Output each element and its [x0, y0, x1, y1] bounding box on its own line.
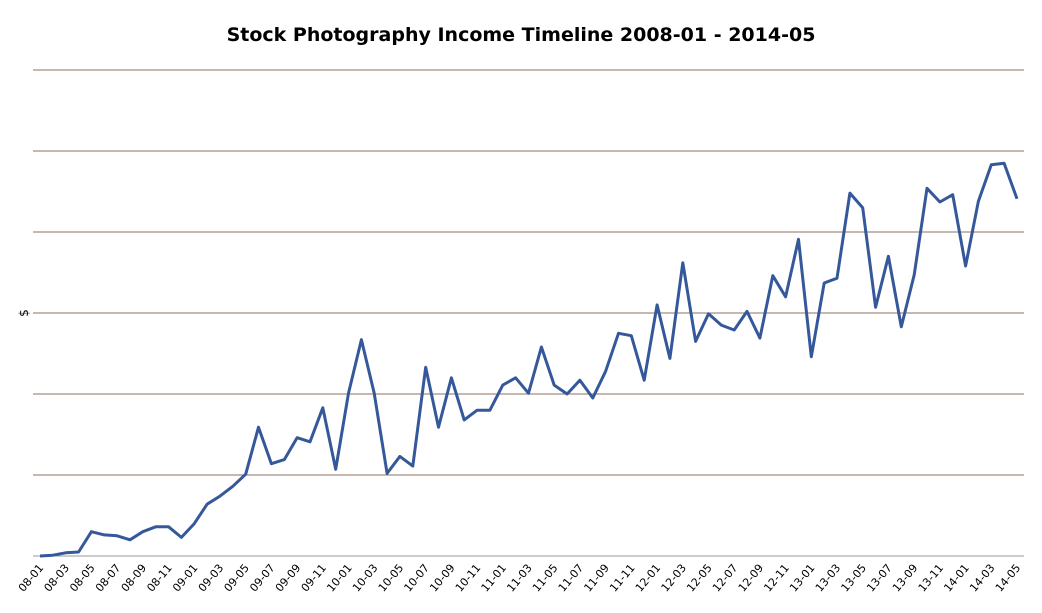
- chart-title: Stock Photography Income Timeline 2008-0…: [227, 24, 816, 46]
- y-axis-label: $: [17, 309, 31, 317]
- line-series: [39, 161, 1019, 558]
